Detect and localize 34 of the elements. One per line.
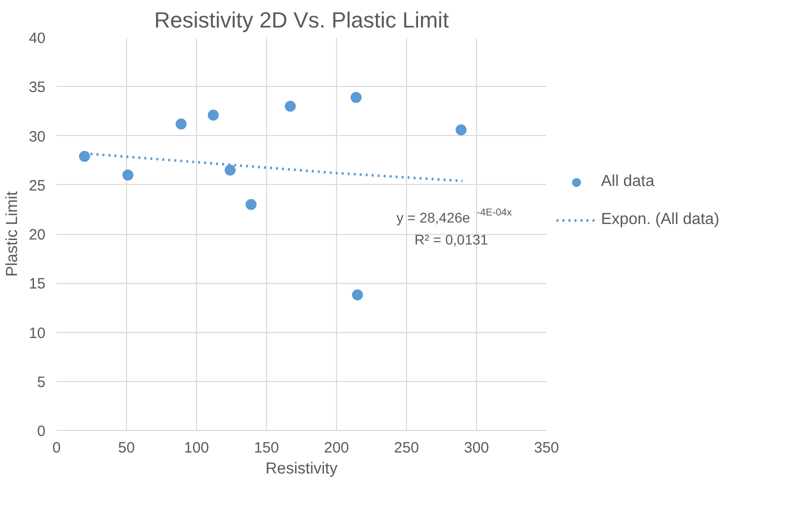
y-tick-label: 35 [28, 79, 46, 96]
y-tick-label: 5 [37, 374, 46, 391]
annotation: R² = 0,0131 [414, 232, 488, 248]
y-tick-label: 40 [28, 30, 46, 47]
y-tick-label: 15 [28, 276, 46, 293]
x-tick-label: 300 [464, 440, 490, 456]
point [246, 199, 257, 210]
x-tick-label: 50 [118, 440, 135, 456]
y-axis-title: Plastic Limit [4, 190, 21, 277]
point [284, 100, 296, 112]
point [176, 118, 187, 130]
point [122, 170, 134, 181]
y-tick-label: 25 [28, 177, 46, 194]
x-tick-label: 100 [184, 440, 210, 456]
y-tick-label: 0 [37, 423, 46, 440]
x-axis-title: Resistivity [265, 460, 338, 478]
legend-label: All data [601, 173, 654, 191]
x-tick-label: 200 [324, 440, 350, 456]
point [208, 110, 219, 121]
y-tick-label: 10 [28, 324, 46, 342]
point [456, 124, 467, 136]
x-tick-label: 0 [52, 440, 61, 456]
point [352, 289, 363, 300]
y-tick-label: 20 [28, 226, 46, 244]
legend-label: Expon. (All data) [601, 211, 720, 229]
x-tick-label: 350 [534, 440, 560, 456]
annotation: y = 28,426e-4E-04x [396, 208, 512, 226]
point [350, 92, 362, 103]
point [79, 150, 90, 162]
point [224, 164, 236, 176]
x-tick-label: 250 [394, 440, 420, 456]
x-tick-label: 150 [254, 440, 280, 456]
y-tick-label: 30 [28, 128, 46, 146]
chart-title: Resistivity 2D Vs. Plastic Limit [154, 8, 449, 32]
